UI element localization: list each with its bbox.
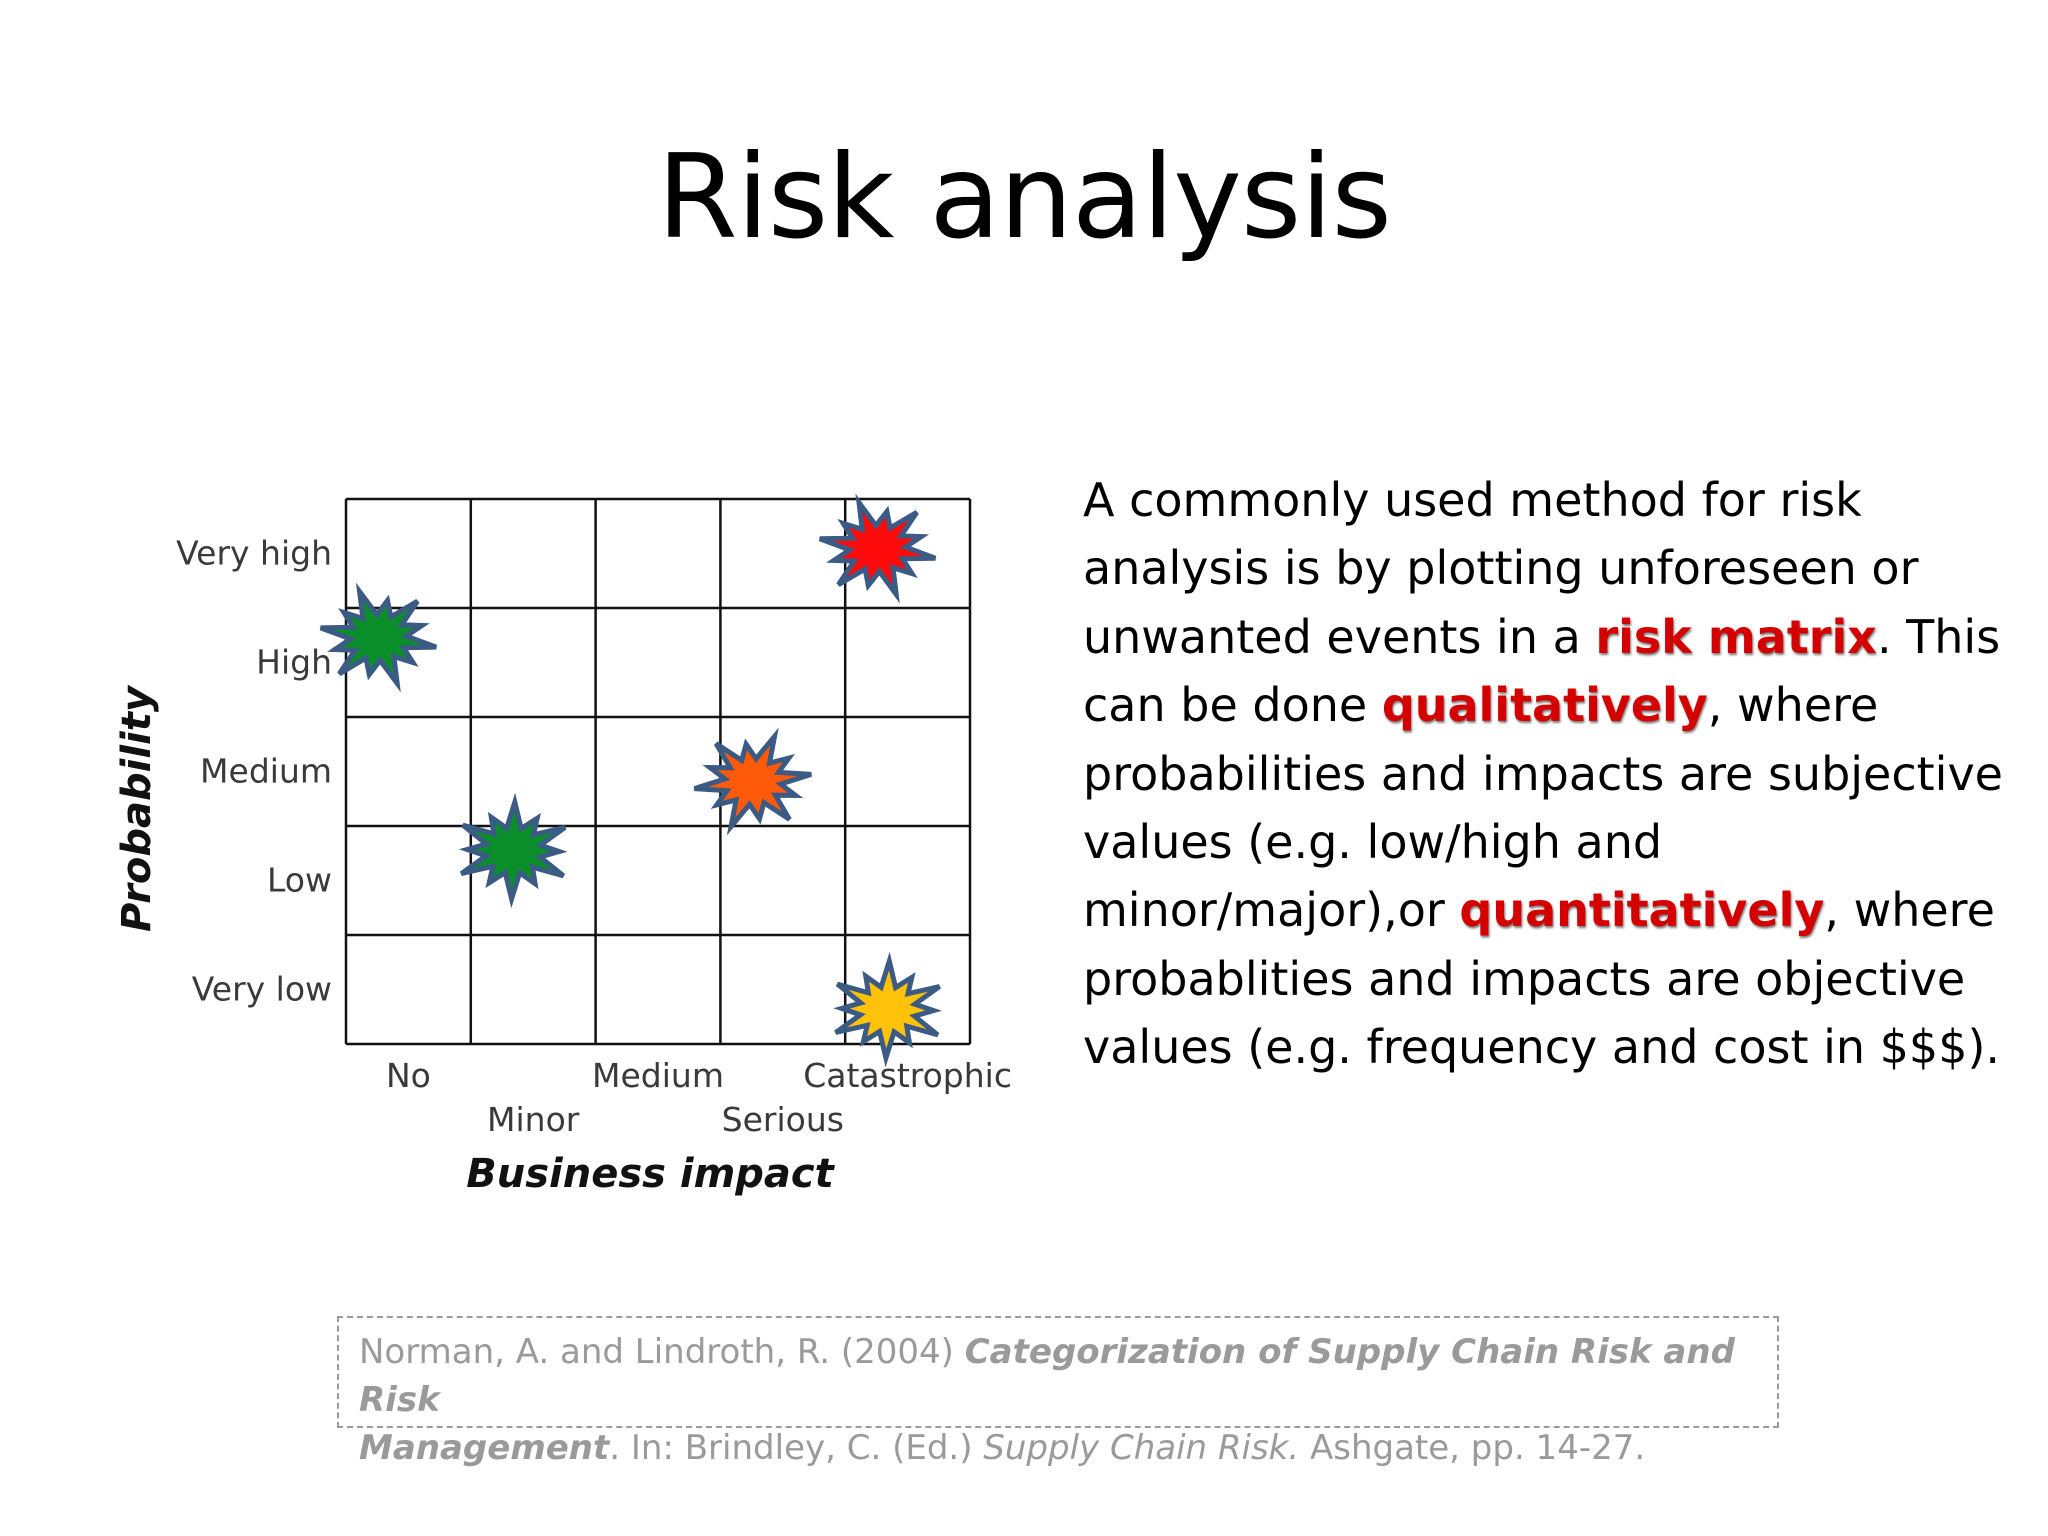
risk-event-burst-icon — [693, 727, 812, 836]
keyword-qualitatively: qualitatively — [1381, 678, 1708, 733]
description-text-4: , where probablities and impacts are obj… — [1083, 883, 2001, 1075]
slide-title: Risk analysis — [657, 130, 1392, 265]
risk-event-burst-icon — [319, 582, 438, 693]
risk-events — [319, 493, 942, 1068]
probability-levels: Very high High Medium Low Very low — [176, 534, 332, 1009]
risk-event-burst-icon — [458, 792, 568, 909]
description-text-3: , where probabilities and impacts are su… — [1083, 678, 2003, 938]
risk-event-burst-icon — [818, 493, 937, 604]
citation-book: Supply Chain Risk. — [983, 1428, 1300, 1468]
citation-after-title: . In: Brindley, C. (Ed.) — [609, 1428, 984, 1468]
probability-level-label: Very high — [176, 534, 332, 573]
impact-level-label: No — [386, 1056, 431, 1095]
description-paragraph: A commonly used method for risk analysis… — [1083, 466, 2003, 1082]
probability-level-label: Very low — [192, 970, 332, 1009]
y-axis-label: Probability — [114, 684, 160, 932]
x-axis-label: Business impact — [466, 1151, 835, 1197]
risk-matrix: Very high High Medium Low Very low No Minor Me… — [100, 470, 1040, 1230]
probability-level-label: Medium — [200, 752, 332, 791]
risk-event-burst-icon — [833, 951, 942, 1068]
impact-level-label: Medium — [592, 1056, 724, 1095]
description-text-1: A commonly used method for risk analysis… — [1083, 473, 1919, 664]
probability-level-label: High — [256, 643, 332, 682]
keyword-quantitatively: quantitatively — [1459, 883, 1825, 938]
impact-level-label: Serious — [722, 1100, 844, 1139]
citation-authors: Norman, A. and Lindroth, R. (2004) — [359, 1332, 965, 1372]
citation-title-part2: Management — [359, 1428, 610, 1468]
citation-box: Norman, A. and Lindroth, R. (2004) Categ… — [337, 1316, 1779, 1468]
impact-level-label: Minor — [487, 1100, 580, 1139]
citation-tail: Ashgate, pp. 14-27. — [1299, 1428, 1646, 1468]
matrix-grid — [344, 497, 972, 1046]
description-text-2: . This can be done — [1083, 609, 2001, 733]
impact-level-label: Catastrophic — [803, 1056, 1012, 1095]
risk-matrix-graphic: Very high High Medium Low Very low No Minor Me… — [114, 493, 1012, 1197]
impact-levels: No Minor Medium Serious Catastrophic — [386, 1056, 1012, 1139]
probability-level-label: Low — [267, 861, 332, 900]
keyword-risk-matrix: risk matrix — [1595, 609, 1877, 664]
citation-title-part1: Categorization of Supply Chain Risk and … — [359, 1332, 1735, 1420]
